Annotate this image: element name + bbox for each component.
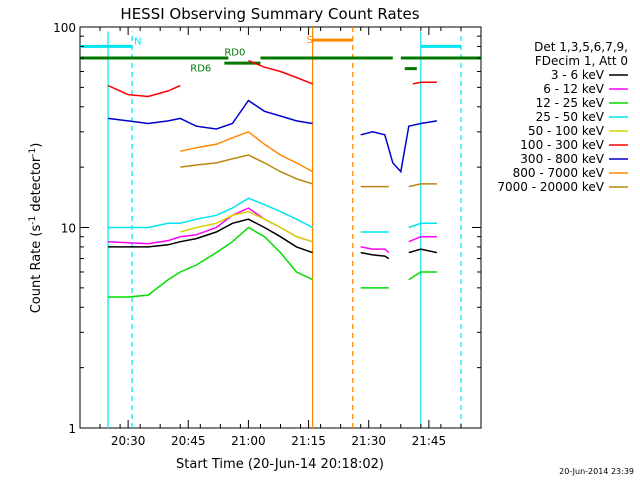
y-axis-label-close: )	[29, 143, 44, 148]
series-1-segment-2	[408, 235, 437, 243]
x-axis-ticks: 20:30 20:45 21:00 21:15 21:30 21:45	[79, 27, 482, 448]
legend-label-4: 50 - 100 keV	[528, 124, 605, 138]
series-6-segment-0	[108, 99, 313, 130]
series-4-segment-0	[180, 210, 313, 243]
legend: Det 1,3,5,6,7,9, FDecim 1, Att 0 3 - 6 k…	[497, 40, 628, 194]
y-tick-label-2: 100	[53, 21, 76, 35]
y-axis-label-sup2: -1	[28, 148, 38, 157]
y-axis-ticks: 1 10 100	[53, 21, 481, 436]
y-axis-label-sup1: -1	[28, 216, 38, 225]
series-6-segment-1	[360, 120, 438, 174]
legend-label-5: 100 - 300 keV	[520, 138, 604, 152]
series-2-segment-0	[108, 226, 313, 298]
x-tick-label-5: 21:45	[412, 434, 447, 448]
x-tick-label-3: 21:15	[291, 434, 326, 448]
flag-label-s: S	[307, 35, 313, 46]
legend-label-3: 25 - 50 keV	[536, 110, 605, 124]
y-axis-label-main: Count Rate (s	[29, 225, 44, 314]
y-tick-label-1: 10	[61, 222, 76, 236]
flag-label-rd0: RD0	[224, 48, 245, 59]
flag-label-rd6: RD6	[190, 63, 211, 74]
legend-label-1: 6 - 12 keV	[543, 82, 605, 96]
series-5-segment-1	[248, 59, 313, 85]
y-axis-label: Count Rate (s-1 detector-1)	[28, 143, 44, 314]
y-axis-label-tail: detector	[29, 156, 44, 216]
legend-header-2: FDecim 1, Att 0	[535, 54, 628, 68]
vertical-markers	[107, 27, 462, 428]
legend-label-6: 300 - 800 keV	[520, 152, 604, 166]
series-8-segment-2	[408, 183, 437, 188]
series-0-segment-2	[408, 248, 438, 254]
series-lines	[107, 59, 438, 298]
series-3-segment-2	[408, 222, 437, 229]
flag-label-n: N	[134, 36, 141, 47]
legend-label-2: 12 - 25 keV	[536, 96, 605, 110]
legend-header-1: Det 1,3,5,6,7,9,	[534, 40, 628, 54]
x-tick-label-2: 21:00	[231, 434, 266, 448]
series-0-segment-1	[360, 251, 390, 260]
series-3-segment-0	[108, 197, 313, 229]
x-tick-label-1: 20:45	[171, 434, 206, 448]
chart-title: HESSI Observing Summary Count Rates	[120, 5, 419, 23]
series-2-segment-2	[408, 271, 437, 281]
series-1-segment-1	[360, 246, 390, 254]
y-tick-label-0: 1	[68, 422, 76, 436]
legend-label-0: 3 - 6 keV	[551, 68, 605, 82]
x-tick-label-0: 20:30	[111, 434, 146, 448]
timestamp: 20-Jun-2014 23:39	[559, 467, 634, 476]
x-axis-label: Start Time (20-Jun-14 20:18:02)	[176, 457, 384, 472]
legend-label-7: 800 - 7000 keV	[513, 166, 605, 180]
series-8-segment-0	[180, 154, 313, 185]
series-5-segment-0	[107, 84, 181, 98]
series-7-segment-0	[180, 130, 313, 173]
legend-label-8: 7000 - 20000 keV	[497, 180, 604, 194]
series-5-segment-2	[412, 81, 437, 85]
x-tick-label-4: 21:30	[351, 434, 386, 448]
series-0-segment-0	[108, 218, 313, 254]
